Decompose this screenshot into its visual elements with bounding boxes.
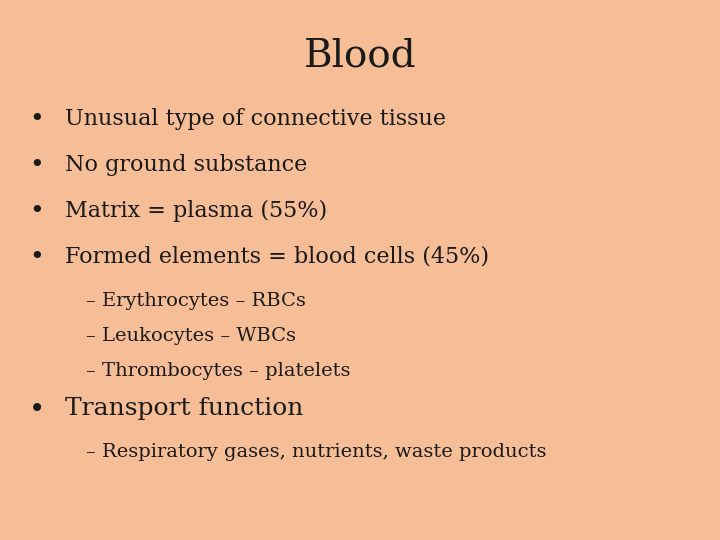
Text: – Thrombocytes – platelets: – Thrombocytes – platelets	[86, 362, 351, 380]
Text: Transport function: Transport function	[65, 397, 303, 420]
Text: Formed elements = blood cells (45%): Formed elements = blood cells (45%)	[65, 246, 489, 268]
Text: – Leukocytes – WBCs: – Leukocytes – WBCs	[86, 327, 297, 345]
Text: •: •	[29, 200, 43, 223]
Text: Blood: Blood	[304, 38, 416, 75]
Text: Unusual type of connective tissue: Unusual type of connective tissue	[65, 108, 446, 130]
Text: •: •	[29, 108, 43, 131]
Text: •: •	[29, 154, 43, 177]
Text: Matrix = plasma (55%): Matrix = plasma (55%)	[65, 200, 327, 222]
Text: – Erythrocytes – RBCs: – Erythrocytes – RBCs	[86, 292, 306, 309]
Text: •: •	[29, 397, 45, 424]
Text: No ground substance: No ground substance	[65, 154, 307, 176]
Text: – Respiratory gases, nutrients, waste products: – Respiratory gases, nutrients, waste pr…	[86, 443, 547, 461]
Text: •: •	[29, 246, 43, 269]
